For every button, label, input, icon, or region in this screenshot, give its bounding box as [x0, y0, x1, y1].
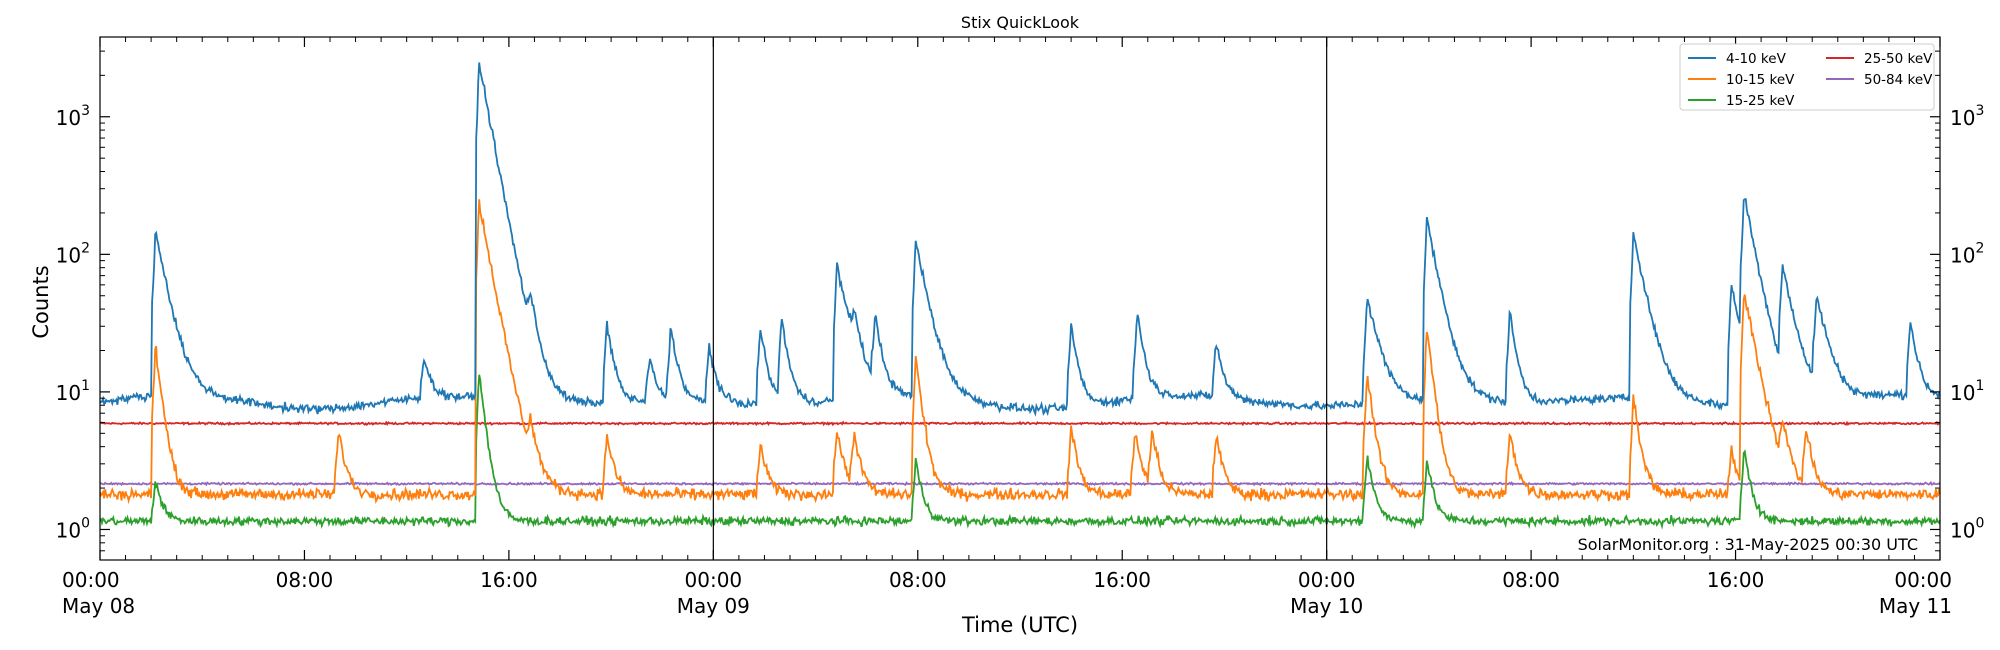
x-tick-time-label: 16:00	[480, 568, 538, 592]
series-line-50-84-kev	[99, 480, 1941, 487]
y-tick-label-left: 102	[56, 240, 90, 267]
legend-entry-label: 15-25 keV	[1726, 93, 1795, 109]
x-tick-date-label: May 10	[1290, 594, 1363, 618]
legend-box	[1679, 43, 1935, 111]
x-tick-time-label: 16:00	[1093, 568, 1151, 592]
x-tick-time-label: 00:00	[62, 568, 120, 592]
y-tick-label-right: 102	[1950, 240, 1984, 267]
x-axis-label: Time (UTC)	[961, 613, 1078, 637]
x-tick-time-label: 08:00	[276, 568, 334, 592]
series-line-10-15-kev	[99, 199, 1941, 505]
y-tick-label-left: 100	[56, 515, 90, 542]
x-tick-time-label: 08:00	[889, 568, 947, 592]
y-tick-label-right: 101	[1950, 378, 1984, 405]
solarmonitor-annotation: SolarMonitor.org : 31-May-2025 00:30 UTC	[1578, 535, 1918, 554]
y-axis-label: Counts	[29, 265, 53, 338]
y-axis: 100 100 101 101 102 102 103 103	[56, 50, 1984, 561]
legend-entry-label: 25-50 keV	[1864, 51, 1933, 67]
x-tick-date-label: May 09	[677, 594, 750, 618]
legend-entry-label: 50-84 keV	[1864, 72, 1933, 88]
chart-title: Stix QuickLook	[961, 13, 1080, 32]
series-layer	[99, 62, 1941, 530]
series-line-15-25-kev	[100, 374, 1941, 530]
x-tick-date-label: May 08	[62, 594, 135, 618]
y-tick-label-right: 100	[1950, 515, 1984, 542]
x-tick-time-label: 00:00	[685, 568, 743, 592]
y-tick-label-left: 101	[56, 378, 90, 405]
legend-entry-label: 10-15 keV	[1726, 72, 1795, 88]
x-tick-time-label: 00:00	[1298, 568, 1356, 592]
y-tick-label-left: 103	[56, 103, 90, 130]
legend-entry-label: 4-10 keV	[1726, 51, 1787, 67]
x-tick-time-label: 08:00	[1502, 568, 1560, 592]
x-tick-time-label: 00:00	[1894, 568, 1952, 592]
series-line-4-10-kev	[99, 62, 1941, 417]
x-tick-date-label: May 11	[1879, 594, 1952, 618]
day-separators	[712, 37, 1328, 560]
x-tick-time-label: 16:00	[1707, 568, 1765, 592]
legend: 4-10 keV 10-15 keV 15-25 keV 25-50 keV 50-84…	[1679, 43, 1935, 111]
y-tick-label-right: 103	[1950, 103, 1984, 130]
series-line-25-50-kev	[99, 420, 1941, 427]
